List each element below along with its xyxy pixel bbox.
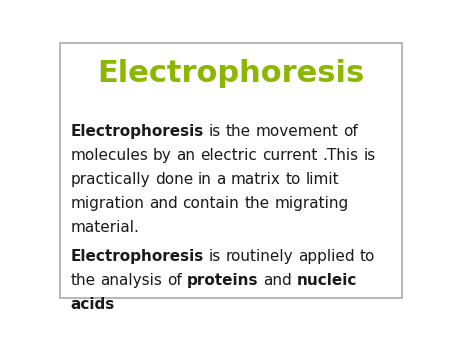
Text: of: of bbox=[167, 273, 182, 288]
Text: material.: material. bbox=[70, 220, 139, 235]
Text: the: the bbox=[225, 124, 251, 139]
Text: current: current bbox=[262, 148, 318, 163]
Text: in: in bbox=[198, 172, 212, 187]
Text: Electrophoresis: Electrophoresis bbox=[70, 249, 203, 264]
Text: migration: migration bbox=[70, 196, 144, 211]
Text: limit: limit bbox=[306, 172, 339, 187]
Text: analysis: analysis bbox=[100, 273, 162, 288]
Text: routinely: routinely bbox=[225, 249, 293, 264]
Text: to: to bbox=[360, 249, 375, 264]
Text: acids: acids bbox=[70, 297, 114, 312]
Text: an: an bbox=[176, 148, 196, 163]
Text: molecules: molecules bbox=[70, 148, 148, 163]
Text: Electrophoresis: Electrophoresis bbox=[70, 124, 203, 139]
Text: the: the bbox=[70, 273, 95, 288]
Text: is: is bbox=[208, 124, 220, 139]
Text: a: a bbox=[216, 172, 226, 187]
Text: the: the bbox=[244, 196, 270, 211]
Text: applied: applied bbox=[298, 249, 355, 264]
Text: proteins: proteins bbox=[187, 273, 258, 288]
Text: matrix: matrix bbox=[231, 172, 281, 187]
FancyBboxPatch shape bbox=[60, 43, 401, 298]
Text: migrating: migrating bbox=[274, 196, 348, 211]
Text: is: is bbox=[208, 249, 220, 264]
Text: practically: practically bbox=[70, 172, 150, 187]
Text: electric: electric bbox=[200, 148, 257, 163]
Text: and: and bbox=[149, 196, 178, 211]
Text: to: to bbox=[286, 172, 301, 187]
Text: of: of bbox=[343, 124, 358, 139]
Text: is: is bbox=[364, 148, 376, 163]
Text: contain: contain bbox=[183, 196, 239, 211]
Text: nucleic: nucleic bbox=[297, 273, 357, 288]
Text: done: done bbox=[155, 172, 193, 187]
Text: movement: movement bbox=[256, 124, 338, 139]
Text: by: by bbox=[153, 148, 172, 163]
Text: .This: .This bbox=[323, 148, 359, 163]
Text: and: and bbox=[263, 273, 292, 288]
Text: Electrophoresis: Electrophoresis bbox=[97, 59, 364, 88]
